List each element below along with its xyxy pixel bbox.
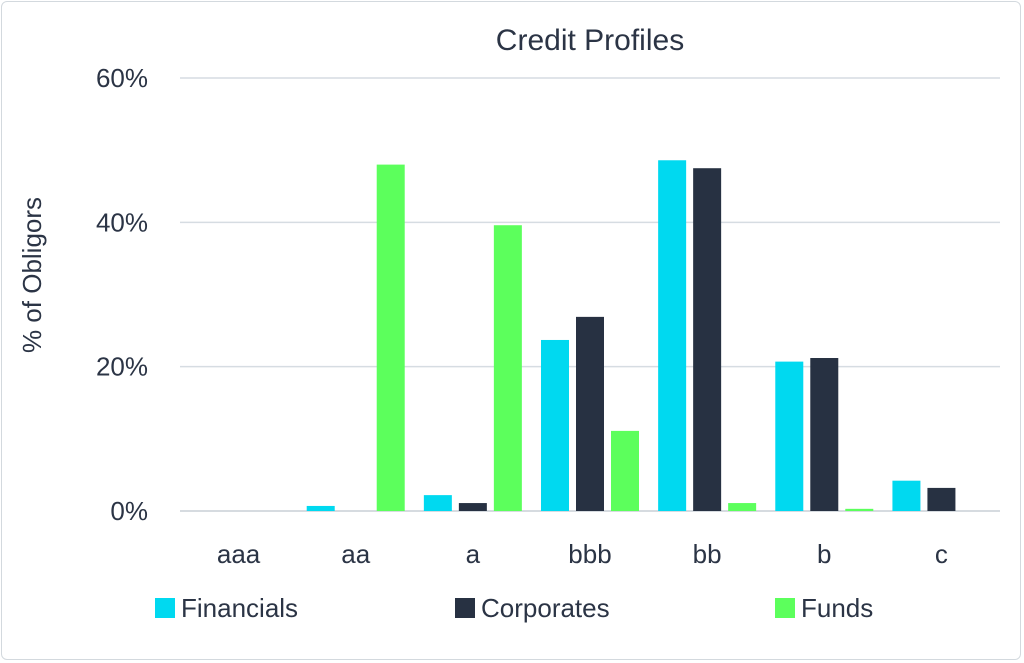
bar <box>775 361 804 511</box>
bar <box>576 316 604 511</box>
legend-label: Corporates <box>481 593 610 623</box>
bars <box>306 160 956 512</box>
x-category-label: c <box>935 539 948 569</box>
bar <box>658 160 687 511</box>
bar <box>541 339 569 511</box>
legend: Financials Corporates Funds <box>155 593 873 623</box>
x-category-label: bbb <box>568 539 611 569</box>
y-tick-label: 0% <box>110 496 148 526</box>
y-tick-label: 20% <box>96 352 148 382</box>
legend-label: Funds <box>801 593 873 623</box>
legend-label: Financials <box>181 593 298 623</box>
bar <box>306 505 335 511</box>
legend-swatch <box>775 598 795 618</box>
x-category-label: aaa <box>217 539 261 569</box>
x-category-label: bb <box>693 539 722 569</box>
legend-swatch <box>155 598 175 618</box>
bar <box>728 503 757 511</box>
bar <box>611 430 639 511</box>
y-axis-label: % of Obligors <box>17 197 47 353</box>
bar <box>845 508 874 511</box>
bar <box>458 503 487 511</box>
bar <box>376 164 405 511</box>
x-category-label: a <box>466 539 481 569</box>
bar <box>892 480 921 511</box>
y-tick-label: 40% <box>96 207 148 237</box>
bar <box>423 495 452 511</box>
x-categories: aaa aa a bbb bb b c <box>217 539 948 569</box>
bar <box>693 168 722 512</box>
chart-title: Credit Profiles <box>496 24 684 57</box>
x-category-label: aa <box>341 539 370 569</box>
y-ticks: 0% 20% 40% 60% <box>96 63 148 526</box>
bar <box>493 225 522 511</box>
y-tick-label: 60% <box>96 63 148 93</box>
x-category-label: b <box>817 539 831 569</box>
bar <box>927 487 956 511</box>
bar <box>810 358 839 511</box>
legend-swatch <box>455 598 475 618</box>
